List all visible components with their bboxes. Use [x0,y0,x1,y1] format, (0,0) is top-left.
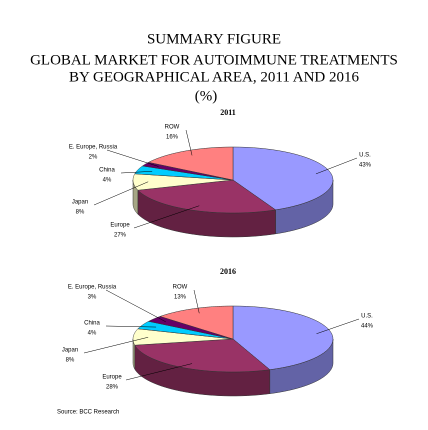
slice-value-label: 4% [103,178,112,184]
pie-title: 2011 [220,108,236,117]
slice [134,165,234,181]
pie-title: 2016 [220,267,236,276]
slice [232,305,334,370]
slice [134,338,271,373]
chart-subtitle: (%) [195,88,218,104]
leader-line [315,157,358,175]
leader-line [185,129,193,156]
chart-title: SUMMARY FIGURE [147,31,281,47]
source: Source: BCC Research [57,410,119,416]
slice-label: China [84,321,100,327]
leader-line [105,289,166,323]
slice [137,321,234,340]
slice-value-label: 13% [174,295,187,301]
slice [147,316,234,340]
slice-value-label: 16% [166,135,179,141]
leader-line [120,171,153,174]
leader-line [133,205,200,229]
slice-label: U.S. [361,314,373,320]
slice-value-label: 27% [114,233,127,239]
slice-label: China [99,168,115,174]
slice [132,328,234,346]
slice-label: Europe [102,375,122,381]
slice-label: E. Europe, Russia [68,285,117,291]
leader-line [316,318,360,334]
slice [137,179,277,214]
chart-subtitle: BY GEOGRAPHICAL AREA, 2011 AND 2016 [69,69,360,85]
leader-line [193,289,200,314]
slice-label: ROW [165,125,180,131]
leader-line [105,325,157,328]
slice-value-label: 43% [359,163,372,169]
slice-value-label: 8% [76,210,85,216]
leader-line [83,336,149,354]
slice [147,146,234,181]
leader-line [125,363,193,381]
leader-line [106,149,159,167]
slice-value-label: 8% [66,358,75,364]
slice-value-label: 4% [88,331,97,337]
slice-value-label: 28% [106,385,119,391]
chart-subtitle: GLOBAL MARKET FOR AUTOIMMUNE TREATMENTS [30,52,398,68]
slice-value-label: 2% [89,155,98,161]
slice-label: Japan [72,200,88,206]
slice [132,173,234,191]
slice [232,146,334,211]
slice-label: Europe [110,223,130,229]
slice-label: Japan [62,348,78,354]
slice-label: E. Europe, Russia [69,145,118,151]
slice-value-label: 3% [88,295,97,301]
slice [159,305,234,340]
slice-label: ROW [173,285,188,291]
slice-value-label: 44% [361,324,374,330]
slice-label: U.S. [359,153,371,159]
leader-line [93,181,149,206]
